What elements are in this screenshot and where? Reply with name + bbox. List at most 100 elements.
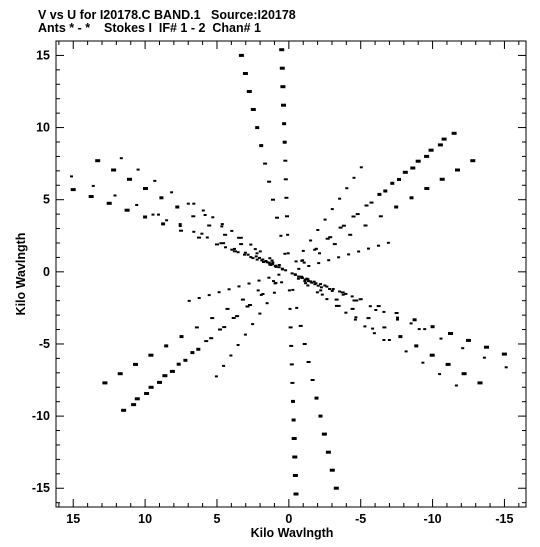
uv-point bbox=[261, 258, 265, 261]
uv-point bbox=[301, 259, 305, 262]
uv-point bbox=[424, 154, 430, 158]
uv-point bbox=[344, 292, 348, 295]
uv-point bbox=[280, 85, 286, 89]
uv-point bbox=[363, 325, 367, 328]
uv-point bbox=[306, 361, 311, 363]
uv-point bbox=[293, 273, 297, 276]
uv-point bbox=[288, 307, 292, 310]
uv-point bbox=[256, 289, 260, 292]
uv-point bbox=[113, 194, 117, 197]
uv-point bbox=[288, 326, 293, 329]
uv-point bbox=[272, 291, 276, 294]
uv-point bbox=[257, 279, 261, 282]
uv-point bbox=[325, 237, 330, 240]
uv-point bbox=[383, 189, 388, 193]
uv-point bbox=[222, 364, 226, 367]
uv-point bbox=[91, 184, 95, 187]
uv-point bbox=[330, 289, 334, 292]
uv-point bbox=[352, 176, 356, 179]
uv-point bbox=[394, 312, 399, 314]
uv-point bbox=[274, 264, 278, 267]
uv-point bbox=[268, 257, 272, 260]
uv-point bbox=[410, 166, 416, 170]
uv-point bbox=[272, 280, 275, 283]
uv-point bbox=[218, 328, 222, 331]
uv-point bbox=[482, 356, 486, 359]
uv-point bbox=[273, 282, 277, 285]
uv-point bbox=[303, 280, 307, 283]
uv-point bbox=[205, 236, 209, 239]
uv-point bbox=[229, 354, 233, 357]
uv-point bbox=[344, 311, 348, 314]
uv-point bbox=[325, 285, 329, 288]
uv-point bbox=[448, 332, 453, 335]
uv-point bbox=[277, 273, 281, 276]
uv-point bbox=[307, 265, 311, 267]
uv-point bbox=[262, 261, 265, 263]
uv-point bbox=[301, 249, 305, 252]
uv-point bbox=[376, 305, 381, 308]
plot-frame bbox=[55, 40, 527, 508]
uv-point bbox=[338, 226, 343, 229]
uv-point bbox=[439, 337, 443, 340]
uv-point bbox=[357, 250, 361, 253]
uv-point bbox=[269, 264, 273, 266]
uv-point bbox=[176, 362, 181, 366]
uv-point bbox=[178, 225, 182, 227]
y-tick-label: -15 bbox=[32, 481, 50, 495]
x-tick-label: -15 bbox=[495, 512, 513, 526]
uv-point bbox=[267, 180, 272, 183]
uv-point bbox=[124, 208, 130, 212]
uv-point bbox=[364, 204, 369, 207]
uv-point bbox=[313, 248, 317, 251]
uv-point bbox=[284, 269, 288, 272]
uv-point bbox=[409, 322, 413, 325]
uv-point bbox=[210, 317, 215, 320]
uv-point bbox=[334, 304, 338, 307]
uv-point bbox=[261, 293, 265, 295]
uv-point bbox=[162, 374, 168, 378]
uv-point bbox=[277, 266, 281, 269]
uv-point bbox=[312, 280, 316, 283]
uv-point bbox=[165, 219, 169, 222]
uv-point bbox=[285, 215, 289, 218]
uv-point bbox=[219, 242, 223, 245]
uv-point bbox=[235, 315, 240, 318]
uv-point bbox=[302, 261, 306, 264]
uv-point bbox=[297, 267, 301, 270]
uv-point bbox=[325, 298, 329, 301]
uv-point bbox=[314, 396, 319, 400]
uv-point bbox=[233, 247, 236, 250]
x-tick-label: 5 bbox=[214, 512, 221, 526]
uv-point bbox=[372, 332, 376, 335]
uv-point bbox=[309, 280, 313, 283]
uv-point bbox=[329, 468, 335, 472]
uv-point bbox=[238, 53, 244, 57]
uv-point bbox=[117, 372, 123, 376]
data-points bbox=[70, 48, 508, 496]
uv-point bbox=[366, 317, 371, 320]
uv-point bbox=[271, 261, 275, 264]
uv-point bbox=[148, 353, 154, 357]
uv-point bbox=[355, 213, 360, 216]
uv-point bbox=[231, 317, 236, 319]
uv-point bbox=[350, 307, 355, 310]
uv-point bbox=[317, 262, 321, 265]
uv-point bbox=[247, 282, 251, 285]
uv-point bbox=[239, 236, 243, 239]
uv-point bbox=[169, 369, 175, 373]
uv-point bbox=[306, 280, 310, 283]
uv-point bbox=[258, 250, 262, 253]
uv-point bbox=[415, 159, 421, 163]
uv-point bbox=[192, 230, 196, 233]
uv-point bbox=[289, 363, 294, 366]
uv-point bbox=[291, 418, 296, 422]
uv-point bbox=[225, 307, 230, 310]
uv-point bbox=[296, 277, 300, 280]
chart-title: V vs U for I20178.C BAND.1 Source:I20178 bbox=[38, 8, 296, 22]
uv-point bbox=[504, 366, 508, 369]
uv-point bbox=[319, 289, 323, 292]
uv-point bbox=[164, 344, 169, 348]
uv-point bbox=[279, 48, 285, 52]
